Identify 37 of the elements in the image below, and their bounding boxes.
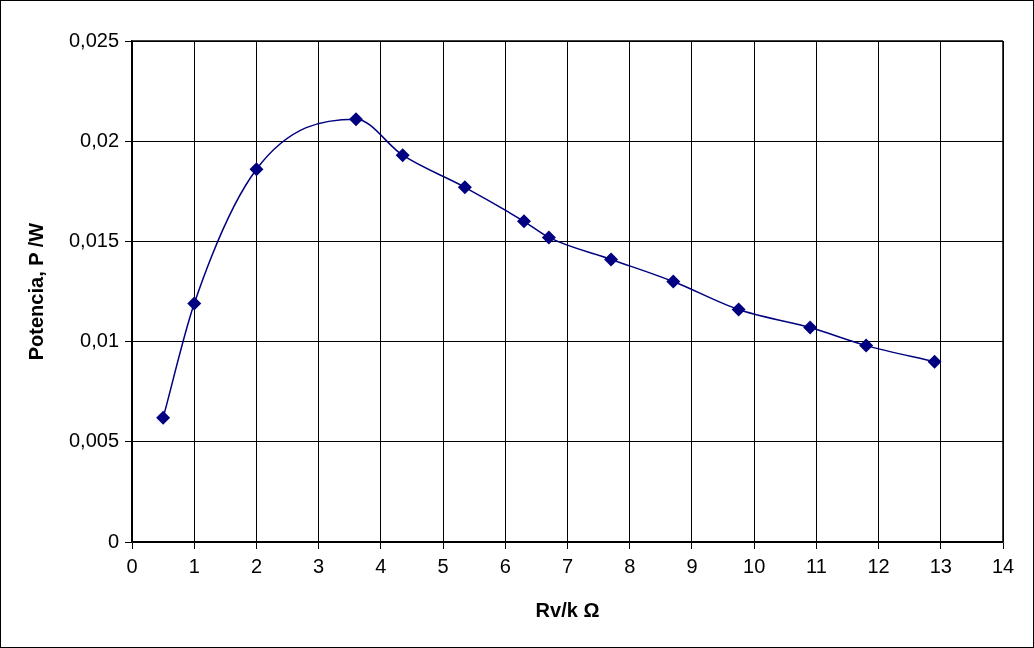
x-tick-label: 8: [624, 554, 636, 577]
y-tick-label: 0,01: [80, 329, 120, 352]
x-tick-label: 2: [250, 554, 263, 577]
point: [731, 302, 746, 317]
y-tick-label: 0,005: [68, 429, 120, 452]
x-tick-label: 12: [867, 554, 890, 577]
x-tick-label: 4: [375, 554, 387, 577]
x-axis-title: Rv/k Ω: [535, 598, 600, 621]
x-tick-label: 6: [499, 554, 511, 577]
point: [927, 354, 942, 369]
point: [859, 338, 874, 353]
y-tick-label: 0,015: [68, 228, 120, 251]
x-tick-label: 3: [313, 554, 325, 577]
point: [516, 214, 531, 229]
point: [249, 162, 264, 177]
point: [666, 274, 681, 289]
y-axis-title: Potencia, P /W: [24, 222, 47, 361]
point: [604, 252, 619, 267]
x-tick-label: 13: [929, 554, 952, 577]
point: [349, 112, 364, 127]
point: [457, 180, 472, 195]
point: [803, 320, 818, 335]
x-tick-label: 5: [437, 554, 449, 577]
x-tick-label: 1: [188, 554, 200, 577]
y-tick-label: 0,025: [68, 28, 120, 51]
point: [187, 296, 202, 311]
x-tick-label: 10: [743, 554, 766, 577]
point: [541, 230, 556, 245]
y-tick-label: 0: [107, 529, 120, 552]
x-tick-label: 11: [805, 554, 827, 577]
point: [395, 148, 410, 163]
x-tick-label: 9: [686, 554, 698, 577]
x-tick-label: 14: [991, 554, 1015, 577]
x-tick-label: 7: [561, 554, 574, 577]
point: [156, 410, 171, 425]
x-tick-label: 0: [126, 554, 138, 577]
y-tick-label: 0,02: [80, 128, 120, 151]
